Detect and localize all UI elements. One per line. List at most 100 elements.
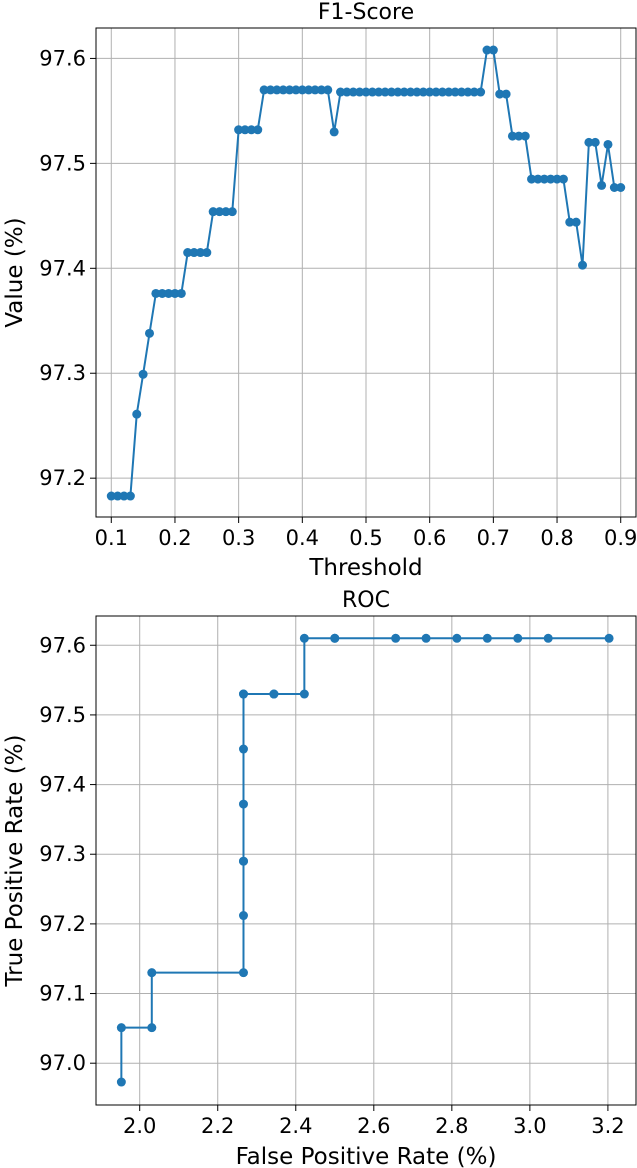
f1-data-point — [552, 174, 562, 184]
f1-data-point — [609, 183, 619, 193]
f1-chart-title: F1-Score — [318, 0, 414, 25]
f1-data-point — [603, 139, 613, 149]
f1-data-point — [482, 45, 492, 55]
f1-data-point — [412, 87, 422, 97]
f1-x-tick-label: 0.9 — [604, 526, 637, 550]
f1-data-point — [304, 85, 314, 95]
roc-x-tick-label: 2.0 — [123, 1114, 156, 1138]
f1-data-point — [227, 207, 237, 217]
f1-data-point — [323, 85, 333, 95]
f1-data-point — [463, 87, 473, 97]
f1-data-point — [221, 207, 231, 217]
f1-x-ticks: 0.1 0.2 0.3 0.4 0.5 0.6 0.7 0.8 0.9 — [95, 517, 637, 550]
roc-y-tick-label: 97.5 — [39, 703, 86, 727]
f1-data-point — [361, 87, 371, 97]
f1-data-point — [272, 85, 282, 95]
f1-y-tick-label: 97.4 — [39, 256, 86, 280]
roc-data-point — [147, 968, 157, 978]
f1-data-point — [514, 131, 524, 141]
f1-data-point — [265, 85, 275, 95]
f1-data-point — [495, 89, 505, 99]
f1-data-point — [151, 288, 161, 298]
f1-x-tick-label: 0.7 — [477, 526, 510, 550]
f1-data-point — [527, 174, 537, 184]
f1-data-point — [571, 217, 581, 227]
f1-data-point — [348, 87, 358, 97]
roc-y-tick-label: 97.6 — [39, 633, 86, 657]
f1-data-point — [285, 85, 295, 95]
roc-data-point — [543, 633, 553, 643]
f1-data-point — [119, 491, 129, 501]
f1-data-point — [208, 207, 218, 217]
roc-data-point — [299, 633, 309, 643]
roc-y-tick-label: 97.3 — [39, 842, 86, 866]
f1-data-point — [157, 288, 167, 298]
f1-axes-frame — [95, 27, 637, 518]
f1-y-tick-label: 97.5 — [39, 151, 86, 175]
roc-data-point — [116, 1023, 126, 1033]
f1-x-axis-label: Threshold — [308, 555, 422, 581]
roc-series-line — [120, 637, 610, 1083]
f1-data-point — [367, 87, 377, 97]
roc-y-ticks: 97.0 97.1 97.2 97.3 97.4 97.5 97.6 — [39, 633, 96, 1075]
roc-data-point — [482, 633, 492, 643]
roc-chart-title: ROC — [342, 588, 390, 613]
f1-data-point — [418, 87, 428, 97]
f1-data-point — [558, 174, 568, 184]
f1-data-point — [138, 369, 148, 379]
f1-data-point — [202, 248, 212, 258]
f1-data-point — [437, 87, 447, 97]
f1-data-point — [336, 87, 346, 97]
f1-data-point — [380, 87, 390, 97]
f1-x-tick-label: 0.6 — [413, 526, 446, 550]
roc-x-tick-label: 3.0 — [513, 1114, 546, 1138]
f1-data-point — [565, 217, 575, 227]
f1-data-point — [189, 248, 199, 258]
roc-x-tick-label: 2.2 — [201, 1114, 234, 1138]
roc-x-tick-label: 3.2 — [591, 1114, 624, 1138]
roc-data-point — [604, 633, 614, 643]
f1-data-point — [488, 45, 498, 55]
f1-y-axis-label: Value (%) — [2, 217, 28, 327]
f1-data-point — [386, 87, 396, 97]
f1-score-panel: 0.1 0.2 0.3 0.4 0.5 0.6 0.7 0.8 0.9 97.2 97.3 97.4… — [2, 0, 637, 581]
f1-x-tick-label: 0.5 — [349, 526, 382, 550]
roc-data-point — [330, 633, 340, 643]
f1-data-point — [183, 248, 193, 258]
roc-grid — [96, 616, 636, 1105]
f1-data-point — [539, 174, 549, 184]
f1-x-tick-label: 0.3 — [222, 526, 255, 550]
f1-data-point — [329, 127, 339, 137]
roc-y-tick-label: 97.0 — [39, 1051, 86, 1075]
roc-data-point — [238, 911, 248, 921]
f1-data-point — [195, 248, 205, 258]
f1-data-point — [578, 260, 588, 270]
roc-data-point — [147, 1023, 157, 1033]
f1-data-point — [406, 87, 416, 97]
roc-x-tick-label: 2.6 — [357, 1114, 390, 1138]
f1-data-point — [310, 85, 320, 95]
f1-data-point — [170, 288, 180, 298]
roc-y-tick-label: 97.4 — [39, 773, 86, 797]
roc-data-point — [116, 1077, 126, 1087]
f1-data-point — [342, 87, 352, 97]
roc-data-point — [238, 689, 248, 699]
roc-x-ticks: 2.0 2.2 2.4 2.6 2.8 3.0 3.2 — [123, 1105, 625, 1138]
f1-y-tick-label: 97.2 — [39, 466, 86, 490]
roc-x-tick-label: 2.4 — [279, 1114, 312, 1138]
f1-y-tick-label: 97.6 — [39, 46, 86, 70]
f1-data-point — [393, 87, 403, 97]
roc-data-point — [238, 799, 248, 809]
f1-data-point — [450, 87, 460, 97]
f1-data-point — [113, 491, 123, 501]
roc-data-point — [513, 633, 523, 643]
f1-data-point — [501, 89, 511, 99]
f1-data-point — [259, 85, 269, 95]
f1-data-point — [355, 87, 365, 97]
f1-data-point — [476, 87, 486, 97]
f1-x-tick-label: 0.8 — [540, 526, 573, 550]
f1-data-point — [399, 87, 409, 97]
roc-data-point — [421, 633, 431, 643]
f1-data-point — [240, 125, 250, 135]
